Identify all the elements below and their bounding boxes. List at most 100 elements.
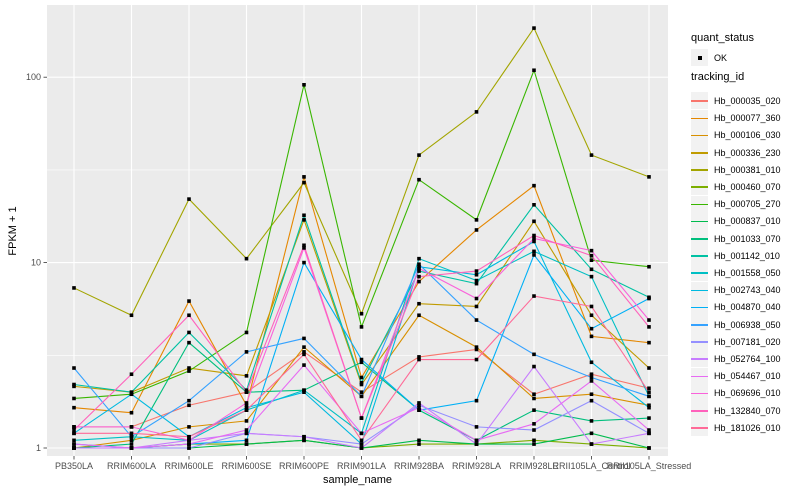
data-point	[417, 266, 421, 271]
data-point	[72, 405, 76, 410]
data-point	[532, 203, 536, 207]
data-point	[129, 372, 134, 377]
legend-title-quant-status: quant_status	[691, 32, 754, 44]
x-tick-label: RRII105LA_Control	[552, 461, 630, 471]
data-point	[589, 304, 594, 309]
data-point	[589, 372, 594, 377]
data-point	[647, 446, 651, 450]
legend-item-Hb_004870_040: Hb_004870_040	[691, 298, 781, 316]
legend-item-Hb_181026_010: Hb_181026_010	[691, 419, 781, 437]
x-tick-label: PB350LA	[55, 461, 93, 471]
legend-key-box	[691, 109, 708, 127]
data-point	[187, 340, 191, 345]
data-point	[72, 366, 76, 370]
data-point	[474, 281, 479, 286]
legend-key-box	[691, 144, 708, 162]
data-point	[647, 325, 651, 329]
data-point	[417, 355, 421, 359]
data-point	[532, 183, 536, 188]
legend-item-Hb_000460_070: Hb_000460_070	[691, 178, 781, 196]
data-point	[589, 334, 594, 339]
x-tick-label: RRIM928BA	[394, 461, 444, 471]
data-point	[474, 272, 479, 277]
legend-color-line-icon	[691, 152, 708, 154]
legend-item-Hb_006938_050: Hb_006938_050	[691, 316, 781, 334]
data-point	[532, 236, 536, 241]
ok-point-icon	[697, 55, 702, 60]
legend-item-label: OK	[714, 52, 728, 63]
legend-item-label: Hb_069696_010	[714, 388, 781, 399]
data-point	[302, 82, 306, 87]
data-point	[302, 175, 306, 179]
data-point	[302, 438, 306, 443]
data-point	[647, 340, 651, 345]
data-point	[417, 442, 421, 446]
legend-color-line-icon	[691, 392, 708, 395]
data-point	[647, 394, 651, 399]
data-point	[72, 438, 76, 443]
data-point	[589, 274, 594, 279]
legend-item-Hb_007181_020: Hb_007181_020	[691, 333, 781, 351]
data-point	[532, 294, 536, 298]
data-point	[72, 428, 76, 432]
legend-key-box	[691, 333, 708, 351]
legend-key-box	[691, 92, 708, 110]
data-point	[589, 442, 594, 446]
legend-key-box	[691, 230, 708, 248]
data-point	[244, 442, 249, 446]
data-point	[302, 352, 306, 357]
data-point	[474, 110, 479, 114]
data-point	[589, 398, 594, 403]
data-point	[302, 246, 306, 250]
data-point	[647, 318, 651, 322]
data-point	[359, 442, 364, 446]
data-point	[129, 425, 134, 429]
data-point	[187, 442, 191, 446]
data-point	[187, 330, 191, 335]
data-point	[187, 197, 191, 201]
legend-item-Hb_000336_230: Hb_000336_230	[691, 144, 781, 162]
data-point	[359, 325, 364, 329]
data-point	[417, 262, 421, 267]
legend-key-box	[691, 419, 708, 437]
data-point	[359, 382, 364, 387]
data-point	[244, 350, 249, 354]
data-point	[72, 286, 76, 290]
legend-color-line-icon	[691, 358, 708, 360]
data-point	[72, 384, 76, 389]
data-point	[647, 366, 651, 370]
data-point	[474, 357, 479, 362]
x-tick-label: RRII105LA_Stressed	[607, 461, 692, 471]
legend-item-Hb_069696_010: Hb_069696_010	[691, 384, 781, 402]
data-point	[359, 380, 364, 385]
data-point	[589, 313, 594, 318]
data-point	[244, 403, 249, 408]
legend-item-label: Hb_132840_070	[714, 405, 781, 416]
legend-item-Hb_000837_010: Hb_000837_010	[691, 212, 781, 230]
data-point	[474, 218, 479, 222]
legend-color-line-icon	[691, 134, 708, 137]
data-point	[359, 446, 364, 450]
data-point	[129, 390, 134, 394]
x-tick-label: RRIM928LE	[509, 461, 558, 471]
data-point	[589, 253, 594, 258]
data-point	[72, 446, 76, 450]
data-point	[647, 175, 651, 179]
legend-color-line-icon	[691, 375, 708, 378]
data-point	[244, 388, 249, 393]
legend-key-box	[691, 212, 708, 230]
data-point	[474, 425, 479, 429]
x-tick-label: RRIM600PE	[279, 461, 329, 471]
data-point	[532, 253, 536, 257]
data-point	[187, 403, 191, 408]
data-point	[129, 392, 134, 397]
legend-key-box	[691, 161, 708, 179]
legend-key-box	[691, 49, 708, 66]
data-point	[474, 438, 479, 443]
data-point	[359, 357, 364, 362]
data-point	[417, 301, 421, 306]
data-point	[302, 180, 306, 185]
data-point	[532, 249, 536, 254]
